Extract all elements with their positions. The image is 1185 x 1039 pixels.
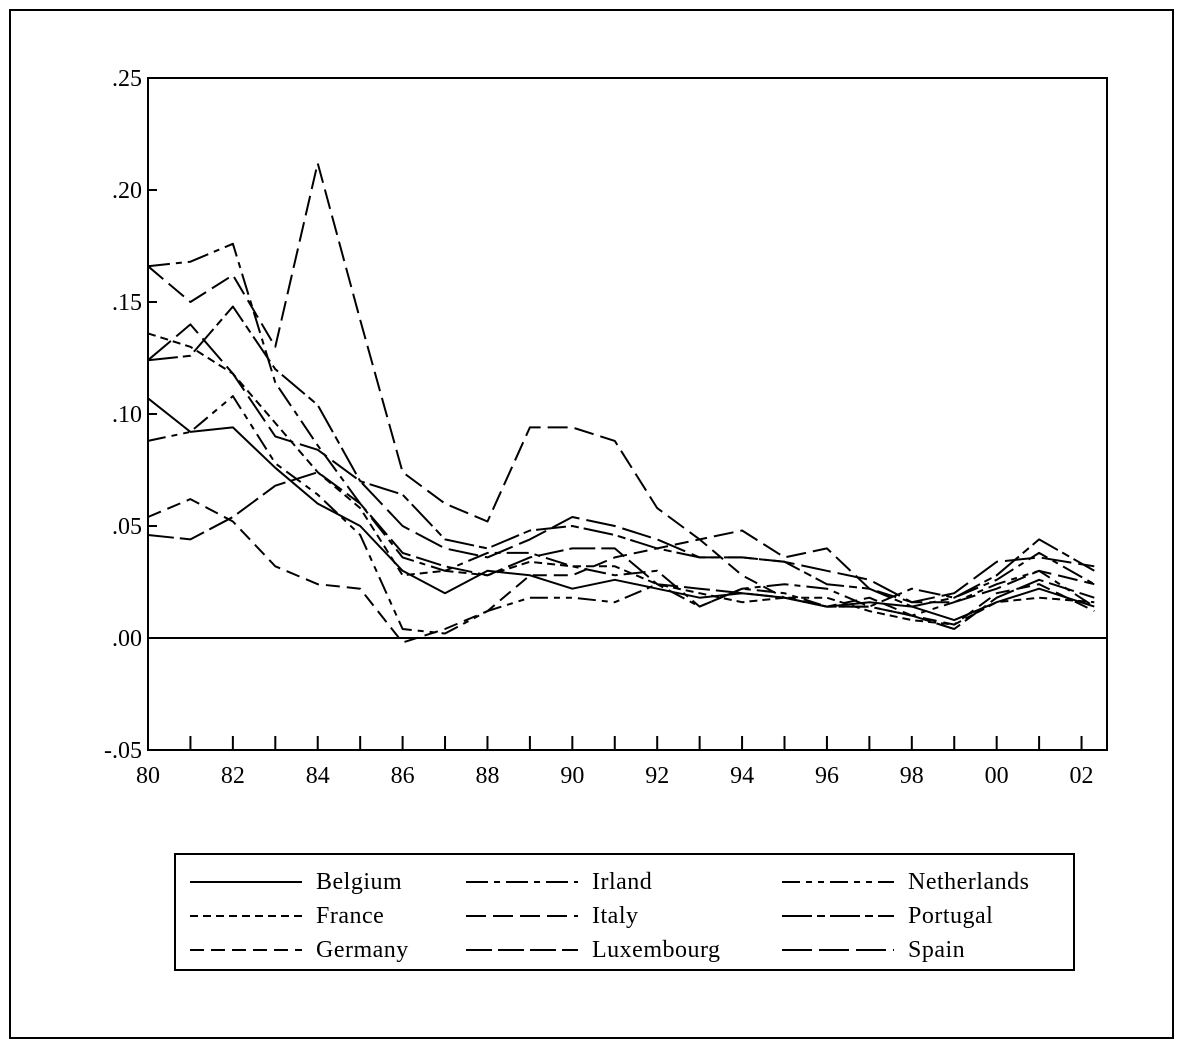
- x-tick-label: 92: [645, 763, 669, 789]
- legend-item-france: France: [190, 899, 384, 933]
- y-tick-label: .20: [112, 178, 142, 204]
- legend-item-italy: Italy: [466, 899, 638, 933]
- series-line-spain: [147, 323, 1095, 604]
- legend-label: Netherlands: [908, 868, 1030, 895]
- legend-label: Germany: [316, 936, 409, 963]
- x-tick-label: 98: [900, 763, 924, 789]
- legend-swatch: [782, 915, 894, 917]
- x-tick-label: 80: [136, 763, 160, 789]
- legend-item-portugal: Portugal: [782, 899, 993, 933]
- legend: Belgium France Germany Irland Italy Luxembour…: [174, 853, 1075, 971]
- legend-label: Portugal: [908, 902, 994, 929]
- series-line-portugal: [147, 305, 1095, 608]
- legend-item-luxembourg: Luxembourg: [466, 933, 721, 967]
- x-tick-label: 02: [1070, 763, 1094, 789]
- series-layer: [147, 162, 1095, 644]
- legend-label: Spain: [908, 936, 966, 963]
- legend-label: Irland: [592, 868, 653, 895]
- x-tick-label: 90: [560, 763, 584, 789]
- legend-item-germany: Germany: [190, 933, 409, 967]
- legend-swatch: [190, 915, 302, 917]
- y-tick-label: -.05: [104, 738, 142, 764]
- legend-swatch: [466, 915, 578, 917]
- legend-swatch: [190, 881, 302, 883]
- y-tick-label: .00: [112, 626, 142, 652]
- legend-swatch: [782, 949, 894, 951]
- legend-swatch: [466, 949, 578, 951]
- x-tick-label: 86: [391, 763, 415, 789]
- x-tick-label: 82: [221, 763, 245, 789]
- series-line-irland: [147, 242, 1095, 608]
- series-line-germany: [147, 498, 1095, 644]
- legend-label: Luxembourg: [592, 936, 721, 963]
- legend-label: France: [316, 902, 385, 929]
- x-tick-label: 96: [815, 763, 839, 789]
- y-tick-label: .05: [112, 514, 142, 540]
- plot-area: [147, 77, 1108, 751]
- y-axis: .25 .20 .15 .10 .05 .00 -.05: [104, 66, 157, 764]
- x-tick-label: 88: [475, 763, 499, 789]
- series-line-netherlands: [147, 395, 1095, 635]
- y-tick-label: .10: [112, 402, 142, 428]
- x-tick-label: 00: [985, 763, 1009, 789]
- legend-swatch: [466, 881, 578, 883]
- series-line-france: [147, 332, 1095, 626]
- series-line-luxembourg: [147, 471, 1095, 630]
- x-axis: 80 82 84 86 88 90 92 94 96 98 00 02: [136, 736, 1094, 789]
- y-tick-label: .25: [112, 66, 142, 92]
- x-tick-label: 94: [730, 763, 754, 789]
- legend-swatch: [190, 949, 302, 951]
- legend-item-belgium: Belgium: [190, 865, 402, 899]
- legend-label: Belgium: [316, 868, 403, 895]
- legend-item-netherlands: Netherlands: [782, 865, 1029, 899]
- legend-item-irland: Irland: [466, 865, 652, 899]
- x-tick-label: 84: [306, 763, 330, 789]
- legend-swatch: [782, 881, 894, 883]
- legend-item-spain: Spain: [782, 933, 965, 967]
- y-tick-label: .15: [112, 290, 142, 316]
- series-line-belgium: [147, 397, 1095, 622]
- series-line-italy: [147, 162, 1095, 604]
- legend-label: Italy: [592, 902, 639, 929]
